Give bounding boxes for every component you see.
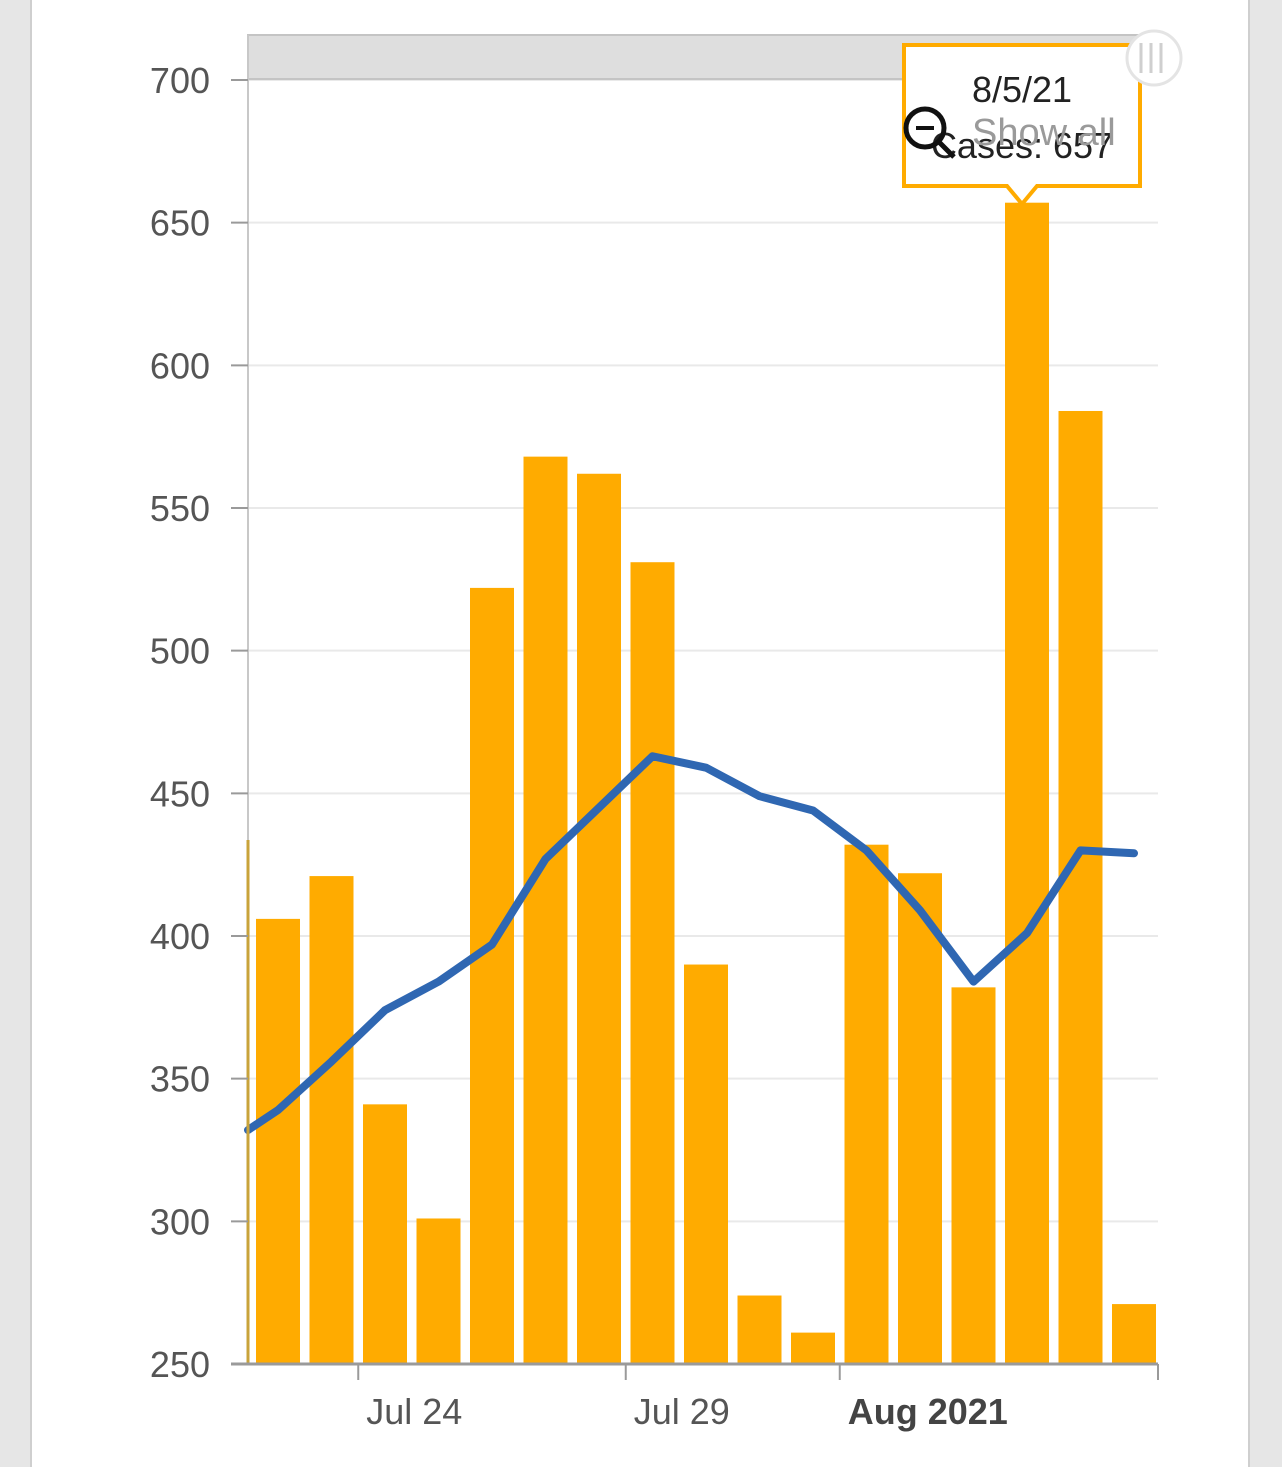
cases-bar[interactable]: [470, 587, 514, 1364]
cases-bar[interactable]: [684, 964, 728, 1364]
show-all-label[interactable]: Show all: [972, 112, 1116, 154]
cases-bar[interactable]: [898, 873, 942, 1364]
axes: [231, 35, 1158, 1366]
x-tick-label: Jul 24: [366, 1391, 462, 1432]
show-all-button[interactable]: Show all: [903, 106, 1116, 159]
y-tick-label: 600: [150, 345, 210, 386]
y-tick-label: 700: [150, 60, 210, 101]
zoom-out-icon-handle: [937, 140, 956, 159]
cases-bar[interactable]: [1058, 410, 1103, 1364]
tooltip-value: Cases: 657: [931, 125, 1113, 166]
x-tick-label: Aug 2021: [848, 1391, 1008, 1432]
y-tick-label: 550: [150, 488, 210, 529]
y-tick-label: 400: [150, 916, 210, 957]
average-line-path: [244, 752, 1138, 1135]
x-tick-label: Jul 29: [634, 1391, 730, 1432]
cases-bar[interactable]: [416, 1218, 461, 1364]
y-tick-label: 300: [150, 1201, 210, 1242]
cases-bar[interactable]: [737, 1295, 782, 1364]
tooltip: 8/5/21 Cases: 657: [902, 43, 1142, 208]
x-axis-ticks: Jul 24 Jul 29 Aug 2021: [357, 1364, 1159, 1432]
cases-bar[interactable]: [1112, 1304, 1156, 1364]
y-tick-label: 450: [150, 773, 210, 814]
y-axis-ticks: 250 300 350 400 450 500 550 600 650 700: [150, 60, 248, 1385]
bars: [256, 202, 1156, 1364]
y-tick-label: 350: [150, 1059, 210, 1100]
y-tick-label: 650: [150, 203, 210, 244]
cases-bar[interactable]: [363, 1104, 407, 1364]
navigator-handle[interactable]: [1125, 29, 1183, 87]
zoom-out-icon: [903, 106, 947, 150]
cases-bar[interactable]: [256, 918, 300, 1364]
chart-panel: 250 300 350 400 450 500 550 600 650 700 Jul 24 Jul…: [30, 0, 1250, 1467]
cases-bar[interactable]: [630, 562, 675, 1364]
cases-bar[interactable]: [791, 1332, 835, 1364]
cases-bar[interactable]: [844, 844, 889, 1364]
cases-bar[interactable]: [951, 987, 996, 1364]
y-tick-label: 500: [150, 631, 210, 672]
cases-bar[interactable]: [309, 876, 354, 1364]
tooltip-date: 8/5/21: [972, 69, 1072, 110]
cases-bar[interactable]: [577, 473, 621, 1364]
average-line: [244, 752, 1138, 1135]
cases-bar[interactable]: [523, 456, 568, 1364]
cases-bar[interactable]: [1005, 202, 1049, 1364]
y-tick-label: 250: [150, 1344, 210, 1385]
